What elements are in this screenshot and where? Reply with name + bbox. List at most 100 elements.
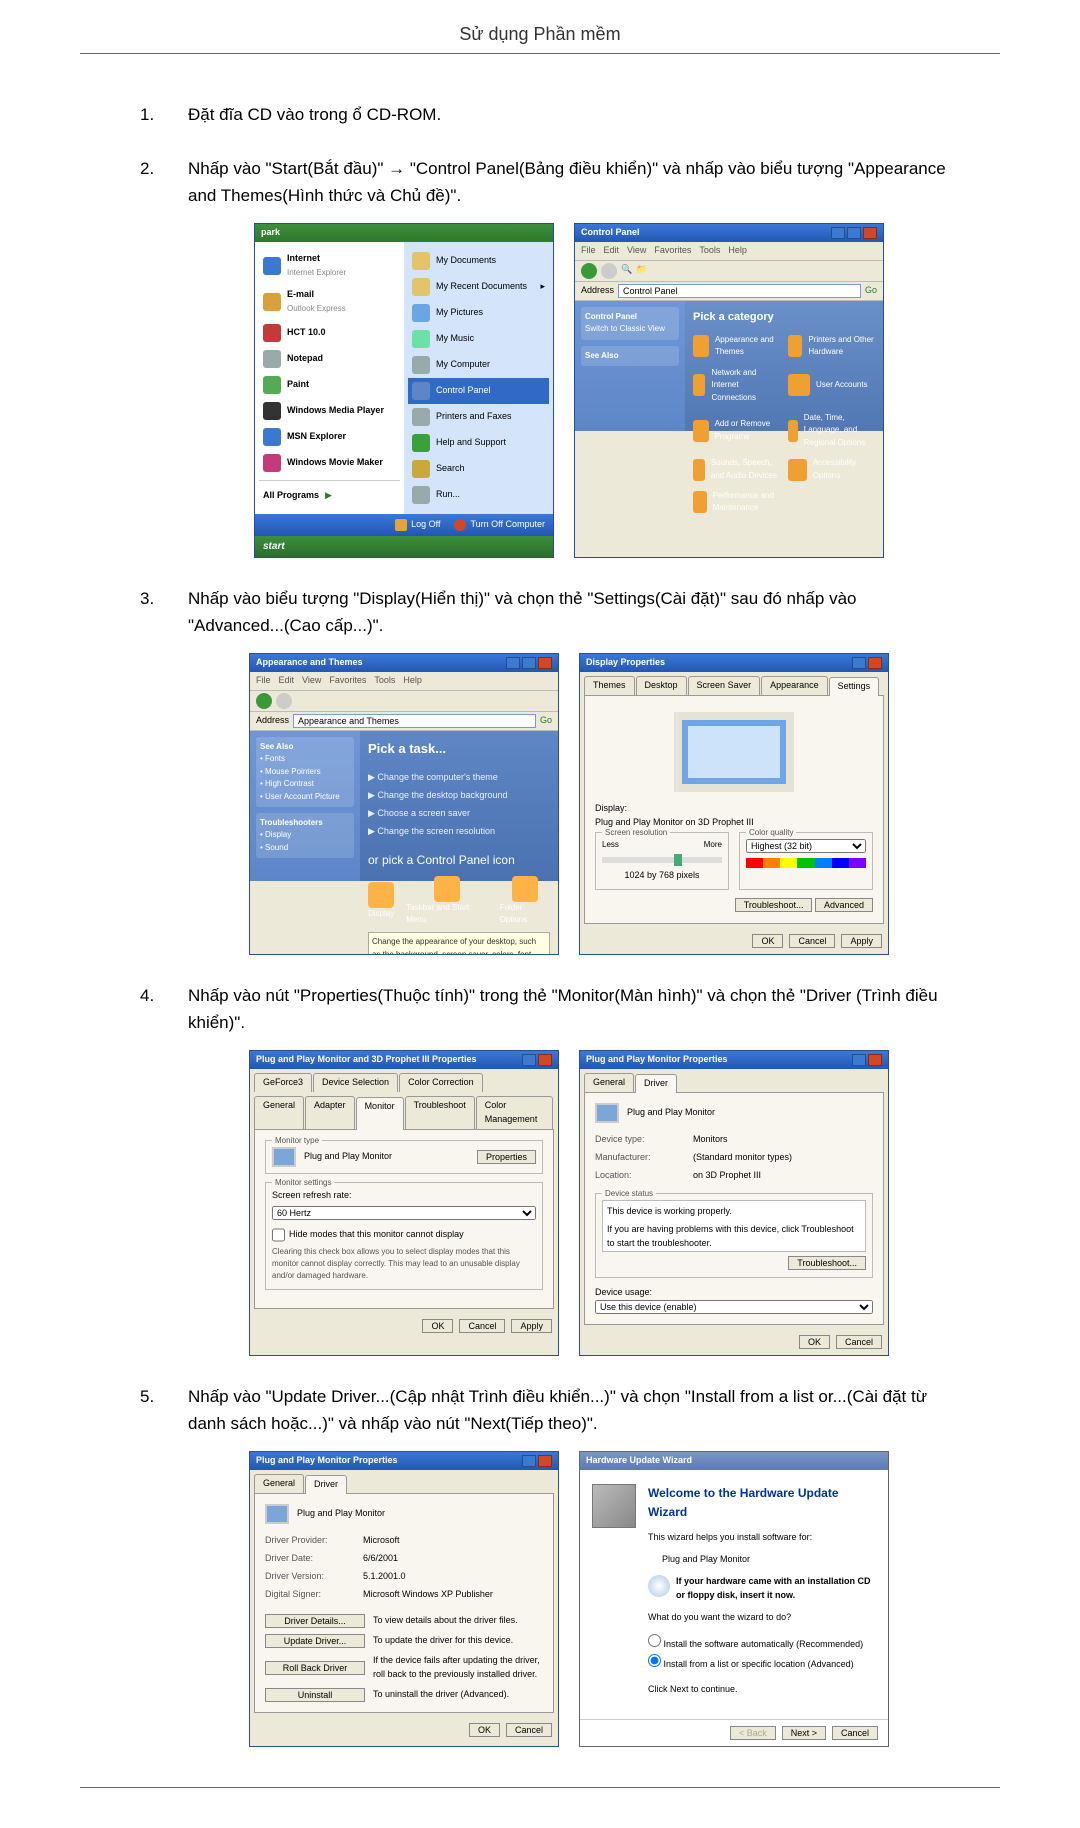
- sidebar-link[interactable]: • High Contrast: [260, 778, 350, 790]
- start-item[interactable]: My Documents: [408, 248, 549, 274]
- menu-item[interactable]: File: [581, 244, 596, 258]
- turnoff-button[interactable]: Turn Off Computer: [454, 518, 545, 532]
- troubleshoot-button[interactable]: Troubleshoot...: [735, 898, 813, 912]
- start-item[interactable]: HCT 10.0: [259, 320, 400, 346]
- cancel-button[interactable]: Cancel: [836, 1335, 882, 1349]
- tab[interactable]: Color Correction: [399, 1073, 483, 1092]
- start-item[interactable]: My Pictures: [408, 300, 549, 326]
- tab[interactable]: Adapter: [305, 1096, 355, 1129]
- resolution-slider[interactable]: [602, 857, 722, 863]
- driver-details-button[interactable]: Driver Details...: [265, 1614, 365, 1628]
- refresh-select[interactable]: 60 Hertz: [272, 1206, 536, 1220]
- cancel-button[interactable]: Cancel: [789, 934, 835, 948]
- task-link[interactable]: ▶ Choose a screen saver: [368, 805, 550, 823]
- menu-item[interactable]: File: [256, 674, 271, 688]
- minimize-button[interactable]: [831, 227, 845, 239]
- maximize-button[interactable]: [847, 227, 861, 239]
- start-item[interactable]: MSN Explorer: [259, 424, 400, 450]
- ok-button[interactable]: OK: [752, 934, 783, 948]
- cp-icon[interactable]: Display: [368, 882, 394, 920]
- menu-item[interactable]: View: [302, 674, 321, 688]
- tab[interactable]: Driver: [305, 1475, 347, 1494]
- uninstall-button[interactable]: Uninstall: [265, 1688, 365, 1702]
- search-icon[interactable]: 🔍: [621, 263, 632, 279]
- cp-icon[interactable]: Folder Options: [500, 876, 550, 927]
- go-button[interactable]: Go: [540, 714, 552, 728]
- start-item[interactable]: My Music: [408, 326, 549, 352]
- color-select[interactable]: Highest (32 bit): [746, 839, 866, 853]
- category-item[interactable]: Add or Remove Programs: [693, 412, 780, 449]
- switch-classic-link[interactable]: Switch to Classic View: [585, 324, 665, 333]
- menu-item[interactable]: Help: [728, 244, 747, 258]
- tab[interactable]: Appearance: [761, 676, 828, 695]
- address-input[interactable]: [618, 284, 861, 298]
- start-item[interactable]: Search: [408, 456, 549, 482]
- category-item[interactable]: Network and Internet Connections: [693, 367, 780, 404]
- close-button[interactable]: [868, 657, 882, 669]
- start-item[interactable]: Windows Media Player: [259, 398, 400, 424]
- sidebar-link[interactable]: • Mouse Pointers: [260, 766, 350, 778]
- start-item[interactable]: E-mailOutlook Express: [259, 284, 400, 320]
- start-item[interactable]: InternetInternet Explorer: [259, 248, 400, 284]
- sidebar-link[interactable]: • Sound: [260, 842, 350, 854]
- update-driver-button[interactable]: Update Driver...: [265, 1634, 365, 1648]
- start-item[interactable]: Windows Movie Maker: [259, 450, 400, 476]
- tab[interactable]: Device Selection: [313, 1073, 398, 1092]
- apply-button[interactable]: Apply: [841, 934, 882, 948]
- task-link[interactable]: ▶ Change the desktop background: [368, 787, 550, 805]
- nav-back-icon[interactable]: [581, 263, 597, 279]
- menu-item[interactable]: Tools: [699, 244, 720, 258]
- ok-button[interactable]: OK: [799, 1335, 830, 1349]
- tab[interactable]: General: [254, 1096, 304, 1129]
- menu-item[interactable]: Edit: [279, 674, 295, 688]
- sidebar-link[interactable]: • Display: [260, 829, 350, 841]
- tab[interactable]: Settings: [829, 677, 880, 696]
- close-button[interactable]: [538, 1455, 552, 1467]
- tab[interactable]: General: [584, 1073, 634, 1092]
- category-item[interactable]: Performance and Maintenance: [693, 490, 780, 515]
- sidebar-link[interactable]: • Fonts: [260, 753, 350, 765]
- close-button[interactable]: [863, 227, 877, 239]
- start-item[interactable]: Paint: [259, 372, 400, 398]
- category-item[interactable]: Printers and Other Hardware: [788, 334, 875, 359]
- all-programs[interactable]: All Programs ▶: [259, 485, 400, 507]
- menu-item[interactable]: Tools: [374, 674, 395, 688]
- category-item[interactable]: Sounds, Speech, and Audio Devices: [693, 457, 780, 482]
- help-button[interactable]: [522, 1054, 536, 1066]
- category-item[interactable]: Date, Time, Language, and Regional Optio…: [788, 412, 875, 449]
- close-button[interactable]: [868, 1054, 882, 1066]
- tab[interactable]: GeForce3: [254, 1073, 312, 1092]
- tab[interactable]: Driver: [635, 1074, 677, 1093]
- nav-fwd-icon[interactable]: [601, 263, 617, 279]
- apply-button[interactable]: Apply: [511, 1319, 552, 1333]
- nav-back-icon[interactable]: [256, 693, 272, 709]
- menu-item[interactable]: Favorites: [329, 674, 366, 688]
- menu-item[interactable]: View: [627, 244, 646, 258]
- cp-icon[interactable]: Taskbar and Start Menu: [406, 876, 487, 927]
- close-button[interactable]: [538, 657, 552, 669]
- tabs[interactable]: ThemesDesktopScreen SaverAppearanceSetti…: [580, 672, 888, 695]
- tab[interactable]: Themes: [584, 676, 635, 695]
- wizard-opt-list[interactable]: Install from a list or specific location…: [648, 1653, 876, 1673]
- rollback-driver-button[interactable]: Roll Back Driver: [265, 1661, 365, 1675]
- start-item[interactable]: My Computer: [408, 352, 549, 378]
- menu-item[interactable]: Help: [403, 674, 422, 688]
- maximize-button[interactable]: [522, 657, 536, 669]
- go-button[interactable]: Go: [865, 284, 877, 298]
- help-button[interactable]: [852, 1054, 866, 1066]
- ok-button[interactable]: OK: [469, 1723, 500, 1737]
- menu-item[interactable]: Favorites: [654, 244, 691, 258]
- start-item[interactable]: My Recent Documents▸: [408, 274, 549, 300]
- cancel-button[interactable]: Cancel: [459, 1319, 505, 1333]
- nav-fwd-icon[interactable]: [276, 693, 292, 709]
- menubar[interactable]: File Edit View Favorites Tools Help: [250, 672, 558, 691]
- cancel-button[interactable]: Cancel: [832, 1726, 878, 1740]
- address-input[interactable]: [293, 714, 536, 728]
- start-item[interactable]: Notepad: [259, 346, 400, 372]
- start-item[interactable]: Run...: [408, 482, 549, 508]
- help-button[interactable]: [522, 1455, 536, 1467]
- tab[interactable]: Troubleshoot: [405, 1096, 475, 1129]
- menubar[interactable]: FileEditViewFavoritesToolsHelp: [575, 242, 883, 261]
- help-button[interactable]: [852, 657, 866, 669]
- minimize-button[interactable]: [506, 657, 520, 669]
